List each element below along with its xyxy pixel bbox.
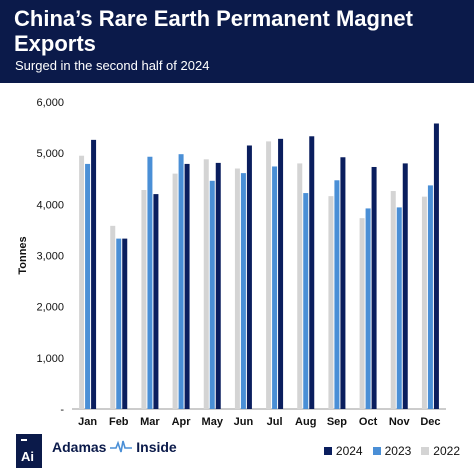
bar-2023-dec bbox=[427, 185, 433, 409]
bar-2022-mar bbox=[141, 190, 147, 409]
legend-item-2022: 2022 bbox=[421, 444, 460, 458]
y-tick-label: 2,000 bbox=[36, 302, 64, 314]
y-tick-label: 3,000 bbox=[36, 251, 64, 263]
bar-2024-dec bbox=[433, 123, 439, 410]
x-tick-label: Nov bbox=[389, 416, 411, 428]
bar-2022-jul bbox=[266, 141, 272, 410]
bar-2024-jan bbox=[91, 139, 97, 409]
bar-2022-aug bbox=[297, 163, 303, 409]
chart-subtitle: Surged in the second half of 2024 bbox=[15, 58, 210, 73]
y-axis-label: Tonnes bbox=[17, 236, 29, 274]
x-tick-label: Jan bbox=[78, 416, 97, 428]
y-tick-label: 1,000 bbox=[36, 353, 64, 365]
x-tick-label: Oct bbox=[359, 416, 378, 428]
bar-2022-dec bbox=[421, 196, 427, 409]
bar-2023-sep bbox=[334, 180, 340, 409]
legend: 2024 2023 2022 bbox=[314, 444, 460, 458]
bar-2023-feb bbox=[116, 238, 122, 409]
x-tick-label: Aug bbox=[295, 416, 316, 428]
bar-2022-sep bbox=[328, 196, 334, 409]
legend-swatch bbox=[372, 447, 381, 455]
legend-item-2023: 2023 bbox=[372, 444, 412, 458]
bar-2022-nov bbox=[390, 191, 396, 409]
bar-2023-mar bbox=[147, 156, 153, 409]
bar-2024-feb bbox=[122, 238, 128, 409]
bar-2022-jan bbox=[79, 155, 85, 409]
bar-2023-nov bbox=[396, 207, 402, 409]
bar-2023-apr bbox=[178, 154, 184, 409]
bar-2022-jun bbox=[234, 168, 240, 409]
bar-2023-jul bbox=[272, 166, 278, 409]
x-tick-label: Apr bbox=[172, 416, 192, 428]
bar-chart: Tonnes - 1,000 2,000 3,000 4,000 5,000 6,000 Jan… bbox=[17, 97, 446, 428]
y-tick-label: 4,000 bbox=[36, 199, 64, 211]
bar-2022-apr bbox=[172, 173, 178, 409]
brand-logo: Ai bbox=[16, 434, 42, 468]
footer: Ai Adamas Inside 2024 2023 2022 bbox=[0, 430, 474, 474]
brand-name-part1: Adamas bbox=[52, 439, 107, 456]
legend-item-2024: 2024 bbox=[323, 444, 363, 458]
y-tick-label: 5,000 bbox=[36, 148, 64, 160]
legend-swatch bbox=[323, 447, 332, 455]
x-tick-label: Jun bbox=[234, 416, 254, 428]
bar-2023-may bbox=[209, 180, 215, 409]
logo-text: Ai bbox=[21, 449, 34, 464]
bar-2024-aug bbox=[309, 136, 315, 409]
bar-2023-jan bbox=[85, 163, 91, 409]
y-tick-label: - bbox=[60, 404, 64, 416]
y-tick-label: 6,000 bbox=[36, 97, 64, 109]
bar-2024-sep bbox=[340, 157, 346, 409]
bar-2022-feb bbox=[110, 225, 116, 409]
bar-2023-jun bbox=[240, 173, 246, 409]
pulse-icon bbox=[110, 440, 133, 453]
brand-name-part2: Inside bbox=[136, 439, 177, 456]
bar-2024-apr bbox=[184, 163, 190, 409]
bar-2022-oct bbox=[359, 218, 365, 409]
bar-2022-may bbox=[203, 159, 209, 409]
bar-2023-aug bbox=[303, 193, 309, 409]
header-banner: China’s Rare Earth Permanent Magnet Expo… bbox=[0, 0, 474, 83]
x-tick-label: Dec bbox=[420, 416, 440, 428]
bar-2024-oct bbox=[371, 166, 377, 409]
x-tick-label: Feb bbox=[109, 416, 129, 428]
legend-swatch bbox=[421, 447, 430, 455]
legend-label: 2023 bbox=[384, 444, 412, 458]
legend-label: 2024 bbox=[335, 444, 363, 458]
brand-name: Adamas Inside bbox=[52, 438, 177, 455]
legend-label: 2022 bbox=[433, 444, 460, 458]
chart-title: China’s Rare Earth Permanent Magnet Expo… bbox=[14, 6, 413, 56]
x-tick-label: May bbox=[202, 416, 224, 428]
bar-2024-jul bbox=[278, 138, 284, 409]
x-tick-label: Jul bbox=[267, 416, 283, 428]
x-tick-label: Sep bbox=[327, 416, 347, 428]
bar-2024-mar bbox=[153, 194, 159, 409]
bar-2024-jun bbox=[246, 145, 252, 409]
x-tick-label: Mar bbox=[140, 416, 160, 428]
bar-2023-oct bbox=[365, 208, 371, 409]
bar-2024-nov bbox=[402, 163, 408, 409]
bar-2024-may bbox=[215, 162, 221, 409]
logo-dash bbox=[21, 439, 27, 441]
